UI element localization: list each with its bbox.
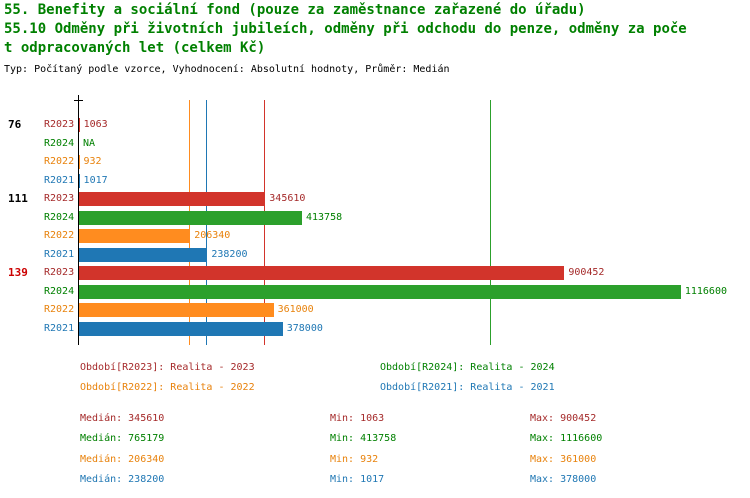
group-label-76: 76 [8, 118, 22, 131]
stat-min-r2021: Min: 1017 [330, 474, 385, 485]
stat-max-r2024: Max: 1116600 [530, 433, 603, 444]
stat-median-r2023: Medián: 345610 [80, 413, 165, 424]
year-label-r2021: R2021 [44, 174, 75, 186]
stat-median-r2021: Medián: 238200 [80, 474, 165, 485]
legend-item-r2022: Období[R2022]: Realita - 2022 [80, 382, 255, 393]
legend-item-r2021: Období[R2021]: Realita - 2021 [380, 382, 555, 393]
bar-value-r2024: 1116600 [684, 285, 727, 297]
bar-value-r2023: 900452 [568, 267, 605, 278]
chart-meta-line: Typ: Počítaný podle vzorce, Vyhodnocení:… [4, 64, 450, 75]
bar-r2024 [79, 284, 681, 299]
bar-r2023 [79, 192, 266, 206]
chart-title-line1: 55. Benefity a sociální fond (pouze za z… [4, 2, 586, 18]
bar-value-r2024: 413758 [306, 211, 343, 223]
year-label-r2023: R2023 [44, 267, 75, 278]
year-label-r2024: R2024 [44, 211, 75, 223]
bar-value-r2023: 345610 [269, 193, 306, 204]
stat-max-r2022: Max: 361000 [530, 454, 597, 465]
bar-r2023 [79, 118, 80, 132]
year-label-r2022: R2022 [44, 304, 75, 315]
chart-title-line2: 55.10 Odměny při životních jubileích, od… [4, 21, 687, 37]
axis-top-tick [74, 100, 83, 101]
bar-value-r2022: 206340 [194, 230, 231, 241]
bar-r2022 [79, 303, 274, 317]
bar-r2024 [79, 210, 302, 225]
year-label-r2023: R2023 [44, 119, 75, 130]
stat-min-r2023: Min: 1063 [330, 413, 385, 424]
bar-value-r2022: 932 [83, 156, 102, 167]
bar-value-r2021: 1017 [83, 174, 108, 186]
stat-median-r2024: Medián: 765179 [80, 433, 165, 444]
bar-r2023 [79, 266, 565, 280]
bar-value-r2021: 238200 [211, 248, 248, 260]
bar-r2022 [79, 155, 80, 169]
bar-r2021 [79, 173, 80, 188]
year-label-r2024: R2024 [44, 285, 75, 297]
bar-value-r2024: NA [83, 137, 96, 149]
stat-min-r2024: Min: 413758 [330, 433, 397, 444]
year-label-r2024: R2024 [44, 137, 75, 149]
legend-item-r2024: Období[R2024]: Realita - 2024 [380, 362, 555, 373]
stat-median-r2022: Medián: 206340 [80, 454, 165, 465]
group-label-111: 111 [8, 192, 28, 205]
stat-max-r2023: Max: 900452 [530, 413, 597, 424]
group-label-139: 139 [8, 266, 28, 279]
bar-r2021 [79, 247, 208, 262]
stat-min-r2022: Min: 932 [330, 454, 379, 465]
chart-title-line3: t odpracovaných let (celkem Kč) [4, 40, 266, 56]
bar-r2021 [79, 321, 283, 336]
stat-max-r2021: Max: 378000 [530, 474, 597, 485]
y-axis-line [78, 95, 79, 345]
year-label-r2021: R2021 [44, 248, 75, 260]
legend-item-r2023: Období[R2023]: Realita - 2023 [80, 362, 255, 373]
bar-value-r2021: 378000 [286, 322, 323, 334]
year-label-r2022: R2022 [44, 230, 75, 241]
bar-value-r2022: 361000 [277, 304, 314, 315]
year-label-r2021: R2021 [44, 322, 75, 334]
bar-r2022 [79, 229, 191, 243]
median-line-r2024 [490, 100, 492, 345]
bar-value-r2023: 1063 [83, 119, 108, 130]
year-label-r2022: R2022 [44, 156, 75, 167]
year-label-r2023: R2023 [44, 193, 75, 204]
